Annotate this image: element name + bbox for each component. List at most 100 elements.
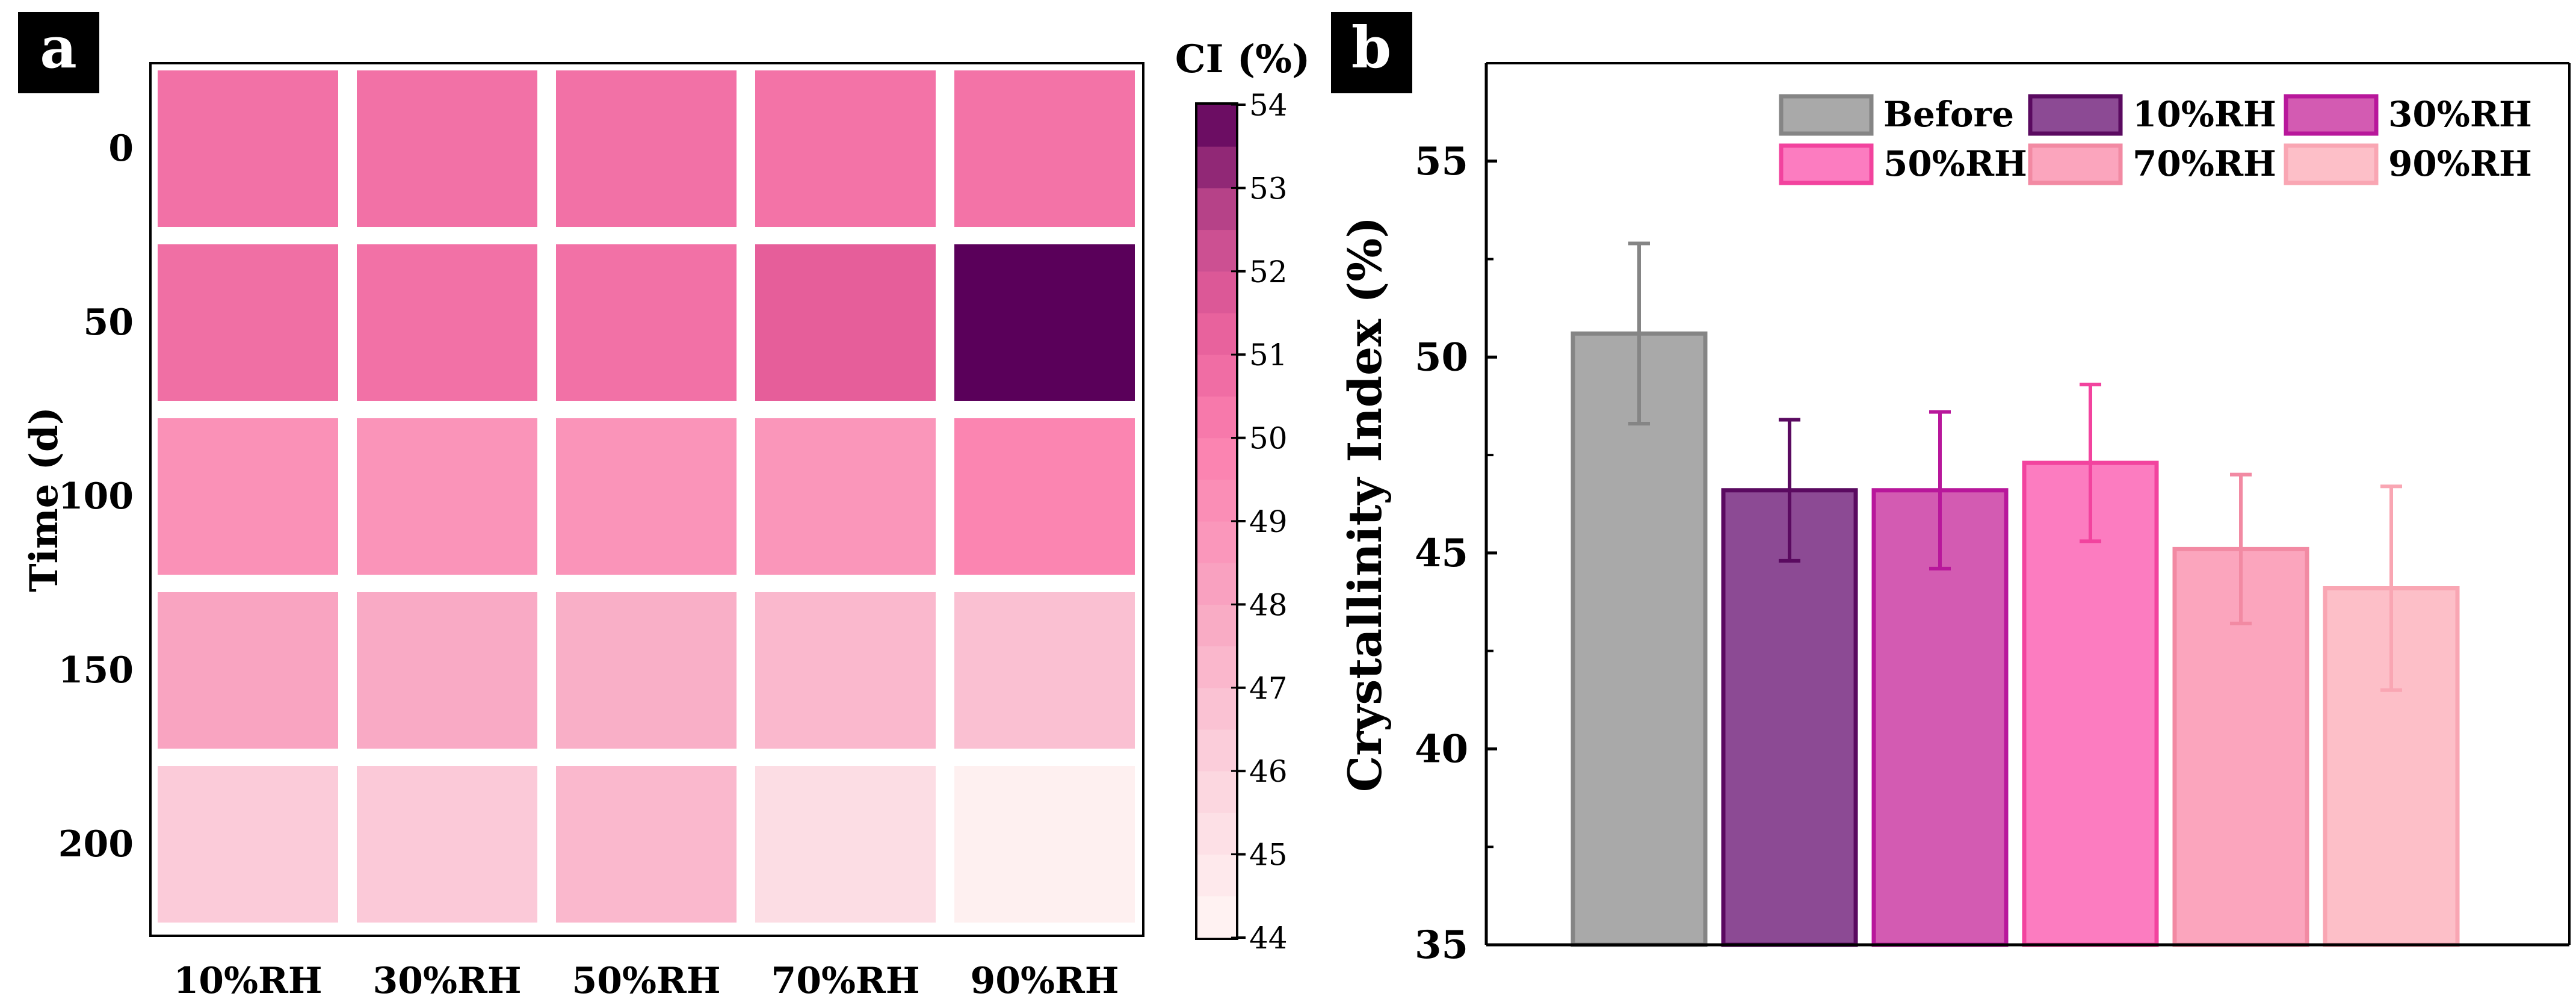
- colorbar-step: [1197, 271, 1236, 314]
- colorbar-tick-label: 49: [1249, 504, 1288, 539]
- colorbar-tick-label: 53: [1249, 171, 1288, 206]
- panel-b-letter: b: [1351, 14, 1391, 81]
- heatmap-cell: [556, 766, 737, 923]
- legend-label: 70%RH: [2133, 143, 2276, 184]
- heatmap-cell: [158, 766, 338, 923]
- colorbar: CI (%) 44 45 46 47 48 49 50 51 52 53 54: [1175, 37, 1311, 956]
- heatmap-cell: [158, 244, 338, 401]
- legend-swatch: [2028, 94, 2123, 136]
- colorbar-step: [1197, 604, 1236, 647]
- heatmap-cell: [755, 418, 936, 575]
- y-tick-label: 40: [1415, 726, 1468, 771]
- heatmap-cell: [158, 418, 338, 575]
- legend-swatch: [1779, 143, 1874, 185]
- heatmap-cell: [755, 244, 936, 401]
- colorbar-step: [1197, 105, 1236, 147]
- colorbar-step: [1197, 729, 1236, 771]
- panel-a-letter: a: [40, 14, 77, 81]
- heatmap-y-tick-label: 150: [58, 649, 134, 691]
- heatmap-cell: [556, 244, 737, 401]
- colorbar-tick-label: 52: [1249, 255, 1288, 289]
- colorbar-step: [1197, 646, 1236, 688]
- heatmap-cell: [556, 418, 737, 575]
- heatmap-cell: [357, 244, 537, 401]
- colorbar-tick-label: 54: [1249, 88, 1288, 123]
- heatmap-y-tick-label: 100: [58, 475, 134, 518]
- heatmap-y-tick-labels: 0 50 100 150 200: [58, 128, 134, 865]
- colorbar-step: [1197, 354, 1236, 397]
- heatmap-cell: [954, 418, 1135, 575]
- error-bars: [1628, 241, 2402, 692]
- heatmap-cell: [158, 592, 338, 749]
- colorbar-step: [1197, 895, 1236, 938]
- heatmap-y-tick-label: 200: [58, 823, 134, 865]
- heatmap-x-tick-label: 70%RH: [771, 960, 919, 1002]
- y-tick-label: 50: [1415, 335, 1468, 380]
- colorbar-step: [1197, 146, 1236, 188]
- heatmap-y-tick-label: 50: [84, 301, 134, 344]
- heatmap-cell: [954, 70, 1135, 227]
- colorbar-step: [1197, 771, 1236, 813]
- panel-b-label: b: [1331, 12, 1412, 93]
- bar-legend: Before 10%RH 30%RH 50%RH 70%RH 90%RH: [1779, 94, 2532, 185]
- heatmap-cell: [954, 592, 1135, 749]
- colorbar-ticks: 44 45 46 47 48 49 50 51 52 53 54: [1231, 88, 1288, 956]
- legend-swatch: [2284, 143, 2379, 185]
- heatmap-cell: [954, 244, 1135, 401]
- bar-series: [1571, 331, 2460, 947]
- colorbar-step: [1197, 229, 1236, 272]
- y-tick-label: 35: [1415, 923, 1468, 968]
- colorbar-tick-label: 50: [1249, 421, 1288, 456]
- colorbar-tick-label: 46: [1249, 754, 1288, 789]
- legend-label: 10%RH: [2133, 94, 2276, 135]
- heatmap-x-tick-label: 30%RH: [372, 960, 521, 1002]
- colorbar-title: CI (%): [1175, 37, 1311, 82]
- heatmap-cell: [357, 418, 537, 575]
- legend-swatch: [2284, 94, 2379, 136]
- heatmap-cells: [158, 70, 1135, 923]
- colorbar-step: [1197, 438, 1236, 480]
- heatmap-chart: 10%RH 30%RH 50%RH 70%RH 90%RH 0 50 100 150 200 T…: [22, 62, 1144, 1002]
- bar-y-axis-label: Crystallinity Index (%): [1338, 217, 1392, 793]
- bar-chart: 35 40 45 50 55 Crystallinity Index (%) Befor…: [1338, 62, 2571, 968]
- colorbar-tick-label: 51: [1249, 338, 1288, 373]
- colorbar-step: [1197, 521, 1236, 563]
- heatmap-y-axis-label: Time (d): [22, 407, 67, 592]
- legend-swatch: [2028, 143, 2123, 185]
- heatmap-y-tick-label: 0: [108, 128, 134, 170]
- heatmap-cell: [755, 766, 936, 923]
- colorbar-tick-label: 45: [1249, 838, 1288, 873]
- colorbar-step: [1197, 812, 1236, 855]
- colorbar-step: [1197, 188, 1236, 230]
- bar: [2022, 460, 2159, 947]
- colorbar-steps: [1197, 105, 1236, 938]
- bar-y-ticks: 35 40 45 50 55: [1415, 139, 1497, 968]
- colorbar-tick-label: 48: [1249, 587, 1288, 622]
- legend-swatch: [1779, 94, 1874, 136]
- legend-label: 30%RH: [2388, 94, 2532, 135]
- colorbar-step: [1197, 313, 1236, 355]
- y-tick-label: 45: [1415, 531, 1468, 576]
- heatmap-cell: [556, 592, 737, 749]
- legend-label: 90%RH: [2388, 143, 2532, 184]
- heatmap-cell: [357, 70, 537, 227]
- colorbar-step: [1197, 687, 1236, 730]
- colorbar-tick-label: 44: [1249, 921, 1288, 956]
- colorbar-step: [1197, 563, 1236, 605]
- heatmap-x-tick-label: 50%RH: [572, 960, 720, 1002]
- heatmap-x-tick-label: 10%RH: [173, 960, 322, 1002]
- heatmap-cell: [357, 766, 537, 923]
- colorbar-step: [1197, 854, 1236, 897]
- heatmap-x-tick-label: 90%RH: [970, 960, 1119, 1002]
- colorbar-step: [1197, 479, 1236, 522]
- heatmap-cell: [755, 70, 936, 227]
- panel-a-label: a: [18, 12, 99, 93]
- heatmap-cell: [755, 592, 936, 749]
- y-tick-label: 55: [1415, 139, 1468, 184]
- heatmap-cell: [954, 766, 1135, 923]
- heatmap-cell: [158, 70, 338, 227]
- legend-label: 50%RH: [1883, 143, 2027, 184]
- heatmap-x-tick-labels: 10%RH 30%RH 50%RH 70%RH 90%RH: [173, 960, 1119, 1002]
- legend-label: Before: [1883, 94, 2014, 135]
